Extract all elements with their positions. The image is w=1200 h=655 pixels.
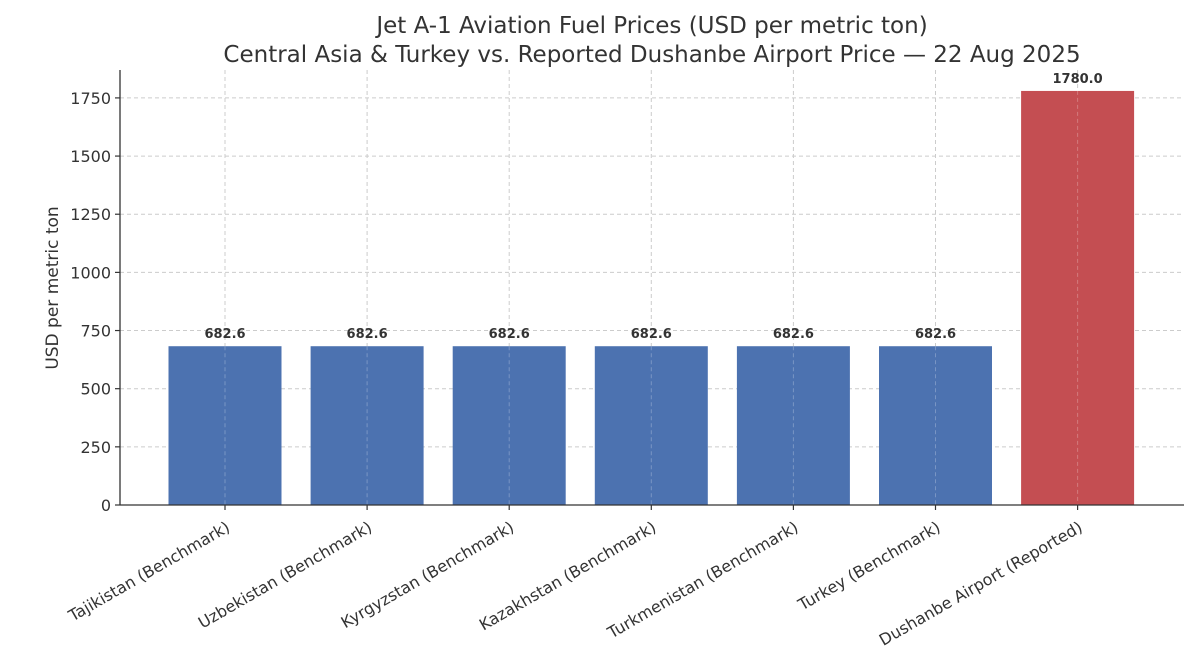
bar-value-label: 682.6 <box>347 327 388 342</box>
bar-value-label: 682.6 <box>204 327 245 342</box>
bar <box>594 346 708 505</box>
y-tick-label: 250 <box>80 438 111 457</box>
y-tick-label: 750 <box>80 322 111 341</box>
y-tick-label: 1750 <box>70 89 111 108</box>
y-axis-label: USD per metric ton <box>43 206 63 369</box>
bar <box>879 346 992 505</box>
bar-value-label: 682.6 <box>631 327 672 342</box>
bar <box>736 346 850 505</box>
bar <box>1021 90 1135 506</box>
bar-value-label: 1780.0 <box>1053 72 1103 87</box>
chart-title-line-1: Jet A-1 Aviation Fuel Prices (USD per me… <box>374 13 927 39</box>
y-tick-label: 1000 <box>70 263 111 282</box>
bar <box>310 346 424 505</box>
y-tick-label: 500 <box>80 380 111 399</box>
x-tick-label: Turkey (Benchmark) <box>794 517 944 614</box>
y-tick-label: 1500 <box>70 147 111 166</box>
bars <box>168 90 1135 506</box>
data-labels: 682.6 682.6 682.6 682.6 682.6 682.6 1780.0 <box>204 72 1103 505</box>
chart-title-line-2: Central Asia & Turkey vs. Reported Dusha… <box>223 42 1080 68</box>
bar-value-label: 682.6 <box>489 327 530 342</box>
bar-value-label: 682.6 <box>915 327 956 342</box>
bar-value-label: 682.6 <box>773 327 814 342</box>
bar <box>168 346 282 505</box>
y-tick-label: 1250 <box>70 205 111 224</box>
bar <box>452 346 566 505</box>
y-tick-label: 0 <box>101 496 111 515</box>
